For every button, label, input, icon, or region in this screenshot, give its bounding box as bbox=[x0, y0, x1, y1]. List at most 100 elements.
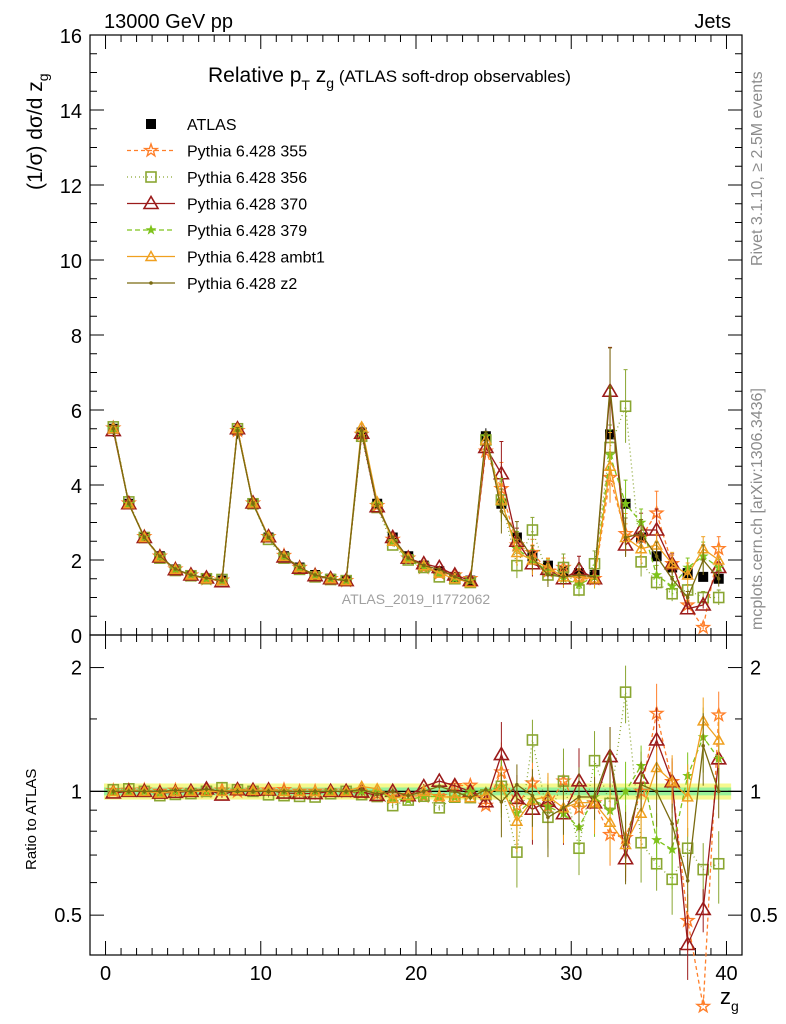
ratio-point bbox=[173, 788, 178, 793]
data-point bbox=[107, 422, 120, 434]
ratio-point bbox=[666, 843, 678, 855]
data-point bbox=[220, 578, 224, 583]
data-point bbox=[122, 497, 136, 509]
ratio-point bbox=[477, 793, 495, 808]
ratio-point bbox=[313, 789, 317, 794]
ratio-point bbox=[127, 789, 131, 794]
ratio-point bbox=[681, 842, 694, 855]
legend-marker bbox=[145, 171, 157, 183]
ratio-point bbox=[153, 786, 167, 798]
data-point bbox=[401, 551, 415, 563]
data-point bbox=[712, 553, 725, 565]
ratio-point bbox=[619, 686, 632, 698]
ratio-point bbox=[546, 815, 550, 820]
data-point bbox=[515, 531, 519, 536]
data-point bbox=[546, 573, 550, 577]
plot-title-paren: (ATLAS soft-drop observables) bbox=[334, 67, 571, 86]
legend-marker bbox=[144, 249, 158, 262]
data-point bbox=[679, 600, 697, 615]
data-point bbox=[390, 535, 395, 540]
main-ylabel: (1/σ) dσ/d zg bbox=[24, 73, 51, 190]
data-point bbox=[619, 400, 632, 413]
ratio-ytick-label-right: 0.5 bbox=[750, 905, 778, 927]
data-point bbox=[530, 556, 535, 560]
ratio-series-line bbox=[113, 719, 720, 846]
legend-item: Pythia 6.428 z2 bbox=[127, 276, 297, 293]
main-ylabel-text: (1/σ) dσ/d z bbox=[24, 81, 47, 190]
legend-marker bbox=[149, 281, 153, 285]
main-ytick-label: 10 bbox=[60, 251, 82, 273]
data-point bbox=[142, 535, 147, 540]
data-point bbox=[421, 563, 426, 568]
ratio-point bbox=[359, 787, 364, 792]
main-ytick-label: 6 bbox=[71, 401, 82, 423]
series-2 bbox=[107, 369, 725, 605]
ratio-point bbox=[526, 734, 539, 746]
ratio-axis-ticks: 0.5 0.51 12 20 10 20 30 40 bbox=[54, 635, 778, 985]
ratio-point bbox=[297, 789, 302, 794]
ratio-ylabel: Ratio to ATLAS bbox=[23, 769, 40, 870]
legend-item: Pythia 6.428 356 bbox=[127, 170, 307, 187]
ratio-point bbox=[375, 792, 379, 796]
data-point bbox=[344, 578, 348, 583]
ratio-point bbox=[386, 791, 399, 804]
legend-item: Pythia 6.428 370 bbox=[127, 194, 307, 214]
ratio-point bbox=[603, 815, 617, 828]
data-point bbox=[277, 549, 291, 561]
ratio-series-line bbox=[113, 745, 720, 881]
legend-label: Pythia 6.428 356 bbox=[187, 170, 307, 187]
data-point bbox=[417, 559, 431, 571]
main-ytick-label: 0 bbox=[71, 626, 82, 648]
data-point bbox=[328, 576, 333, 581]
data-point bbox=[477, 438, 495, 454]
legend-marker bbox=[142, 141, 160, 158]
ratio-point bbox=[282, 789, 286, 794]
main-ytick-label: 2 bbox=[71, 551, 82, 573]
ratio-series-6 bbox=[111, 713, 721, 912]
main-ytick-label: 16 bbox=[60, 26, 82, 48]
data-point bbox=[670, 576, 674, 581]
ratio-point bbox=[368, 786, 386, 802]
ratio-point bbox=[433, 802, 446, 814]
plot-title-sub2: g bbox=[326, 75, 334, 91]
data-point bbox=[158, 554, 162, 559]
main-ylabel-sub: g bbox=[35, 73, 51, 81]
ratio-point bbox=[685, 878, 690, 883]
ratio-ytick-label: 1 bbox=[71, 781, 82, 803]
data-point bbox=[651, 569, 663, 580]
data-point bbox=[634, 542, 648, 554]
ratio-point bbox=[468, 795, 473, 800]
data-point bbox=[592, 575, 597, 579]
data-point bbox=[246, 496, 260, 508]
energy-label: 13000 GeV pp bbox=[104, 11, 233, 33]
legend-label: Pythia 6.428 370 bbox=[187, 197, 307, 214]
ratio-point bbox=[694, 997, 712, 1014]
data-point bbox=[701, 558, 705, 562]
legend-item: Pythia 6.428 ambt1 bbox=[127, 250, 325, 267]
data-point bbox=[262, 530, 275, 542]
data-point bbox=[127, 501, 131, 506]
ratio-point bbox=[499, 800, 504, 804]
data-point bbox=[291, 559, 308, 575]
ratio-ytick-label-right: 2 bbox=[750, 658, 761, 680]
series-line bbox=[112, 428, 720, 588]
mcplots-label: mcplots.cern.ch [arXiv:1306.3436] bbox=[749, 388, 766, 630]
legend-label: Pythia 6.428 z2 bbox=[187, 276, 297, 293]
plot-title: Relative pT zg (ATLAS soft-drop observab… bbox=[208, 64, 571, 93]
xtick-label: 10 bbox=[250, 963, 272, 985]
legend-marker bbox=[145, 224, 157, 235]
data-point bbox=[608, 385, 612, 390]
data-point bbox=[266, 535, 271, 540]
data-point bbox=[510, 545, 524, 558]
data-point bbox=[153, 550, 167, 562]
data-point bbox=[681, 568, 694, 580]
ratio-point bbox=[670, 822, 674, 826]
main-ytick-label: 14 bbox=[60, 101, 82, 123]
legend-label: Pythia 6.428 355 bbox=[187, 144, 307, 161]
ratio-point bbox=[200, 784, 213, 797]
data-point bbox=[138, 530, 151, 543]
ratio-point bbox=[437, 784, 442, 788]
series-4 bbox=[107, 423, 725, 596]
